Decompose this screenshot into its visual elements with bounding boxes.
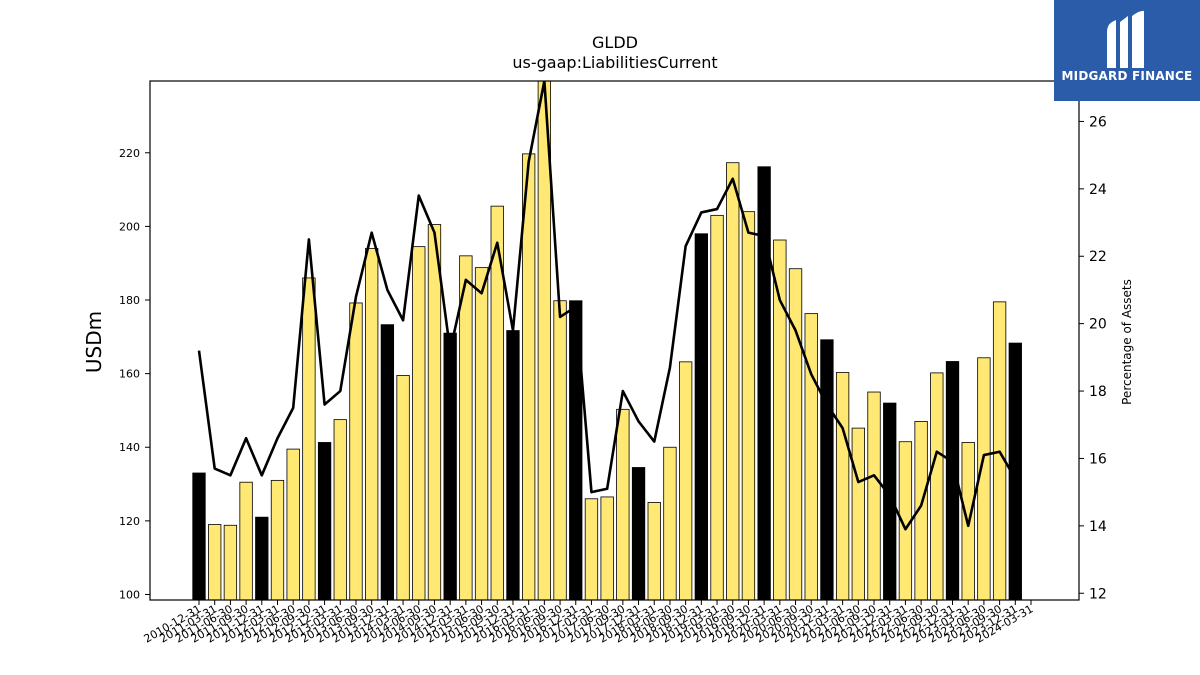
bar [286,448,300,601]
bar [427,224,442,601]
bar [663,446,677,601]
bar [255,516,269,601]
left-axis: 100 120 140 160 180 200 220 [119,147,150,601]
bar [412,246,426,601]
bar-series [192,80,1022,601]
bar [317,442,332,601]
bar [930,372,944,601]
right-axis: 12 14 16 18 20 22 24 26 [1079,114,1107,602]
bar [553,300,567,601]
bar [584,498,599,601]
bar [631,467,646,601]
bar [647,502,661,601]
bar [804,313,818,601]
plot-frame [149,80,1080,601]
bar [365,248,379,601]
bar [851,427,865,601]
bar [349,302,363,601]
left-tick-label: 100 [119,588,140,601]
x-axis: 2010-12-312011-03-312011-06-302011-09-30… [142,600,1036,646]
y-axis-label-right: Percentage of Assets [1120,279,1134,405]
bar [506,330,520,601]
right-tick-label: 16 [1089,451,1107,467]
bar [223,524,238,601]
right-tick-label: 18 [1089,384,1107,400]
bar [600,496,614,601]
chart-title: GLDD [592,33,638,52]
bar [192,472,206,601]
left-tick-label: 160 [119,368,140,381]
bar [239,481,253,601]
bar [380,324,395,601]
brand-logo: MIDGARD FINANCE [1054,0,1200,101]
bar [474,267,489,601]
bar [459,255,473,601]
bar [616,408,630,601]
right-tick-label: 26 [1089,114,1107,130]
bar [208,524,222,601]
bar [883,402,897,601]
bar [773,239,787,601]
bar [302,277,316,601]
bar [867,391,881,601]
line-series [197,81,1017,531]
bar [726,162,740,601]
left-tick-label: 220 [119,147,140,160]
bar [694,233,708,601]
chart-title-group: GLDD us-gaap:LiabilitiesCurrent [512,33,717,72]
bar [333,419,347,601]
right-tick-label: 24 [1089,182,1107,198]
right-tick-label: 12 [1089,586,1107,602]
left-tick-label: 120 [119,515,140,528]
bar [396,375,410,601]
logo-text: MIDGARD FINANCE [1061,69,1193,83]
bar [757,166,771,601]
right-tick-label: 22 [1089,249,1107,265]
right-tick-label: 20 [1089,317,1107,333]
bar [741,211,756,601]
left-tick-label: 140 [119,441,140,454]
bar [788,268,803,601]
chart-subtitle: us-gaap:LiabilitiesCurrent [512,53,717,72]
line-series-layer [197,81,1017,531]
bar [710,214,724,601]
left-tick-label: 200 [119,220,140,233]
bar [270,479,285,601]
left-tick-label: 180 [119,294,140,307]
y-axis-label-left: USDm [82,311,106,373]
bar [678,361,693,601]
right-tick-label: 14 [1089,519,1107,535]
bar [820,339,834,601]
midgard-logo-icon [1107,10,1144,68]
bar [443,332,457,601]
bar [835,372,850,601]
